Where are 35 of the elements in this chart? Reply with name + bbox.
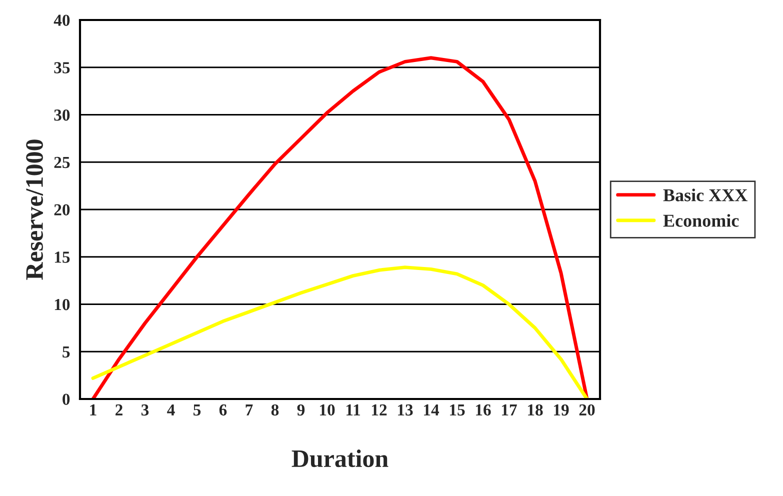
x-tick-label: 11 — [346, 404, 360, 416]
x-tick-label: 8 — [271, 404, 279, 416]
y-tick-label: 10 — [54, 298, 70, 310]
y-axis-title: Reserve/1000 — [26, 140, 43, 280]
x-tick-label: 12 — [372, 404, 387, 416]
line-series — [91, 56, 589, 399]
x-tick-label: 13 — [398, 404, 413, 416]
x-tick-label: 14 — [424, 404, 440, 416]
x-axis-title: Duration — [292, 450, 388, 468]
legend-label: Basic XXX — [663, 188, 748, 202]
x-tick-label: 15 — [450, 404, 465, 416]
x-tick-label: 19 — [554, 404, 569, 416]
x-tick-label: 6 — [219, 404, 227, 416]
y-tick-label: 25 — [54, 156, 70, 168]
x-tick-label: 3 — [141, 404, 149, 416]
x-tick-label: 9 — [297, 404, 305, 416]
y-tick-label: 30 — [54, 109, 70, 121]
x-tick-label: 20 — [579, 404, 595, 416]
x-tick-label: 17 — [502, 404, 517, 416]
y-tick-label: 0 — [62, 394, 70, 405]
x-tick-label: 16 — [476, 404, 491, 416]
x-tick-label: 4 — [167, 404, 175, 416]
x-tick-label: 10 — [320, 404, 335, 416]
x-tick-label: 5 — [194, 404, 201, 416]
x-tick-label: 1 — [90, 404, 96, 416]
y-tick-label: 15 — [54, 252, 70, 263]
y-tick-label: 5 — [62, 346, 70, 358]
x-tick-label: 7 — [246, 404, 253, 416]
x-tick-label: 18 — [528, 404, 543, 416]
y-tick-label: 40 — [54, 14, 70, 26]
line-series — [91, 266, 589, 399]
legend-label: Economic — [663, 214, 739, 227]
y-tick-label: 20 — [54, 204, 70, 216]
x-tick-label: 2 — [116, 404, 122, 416]
y-tick-label: 35 — [54, 62, 70, 74]
